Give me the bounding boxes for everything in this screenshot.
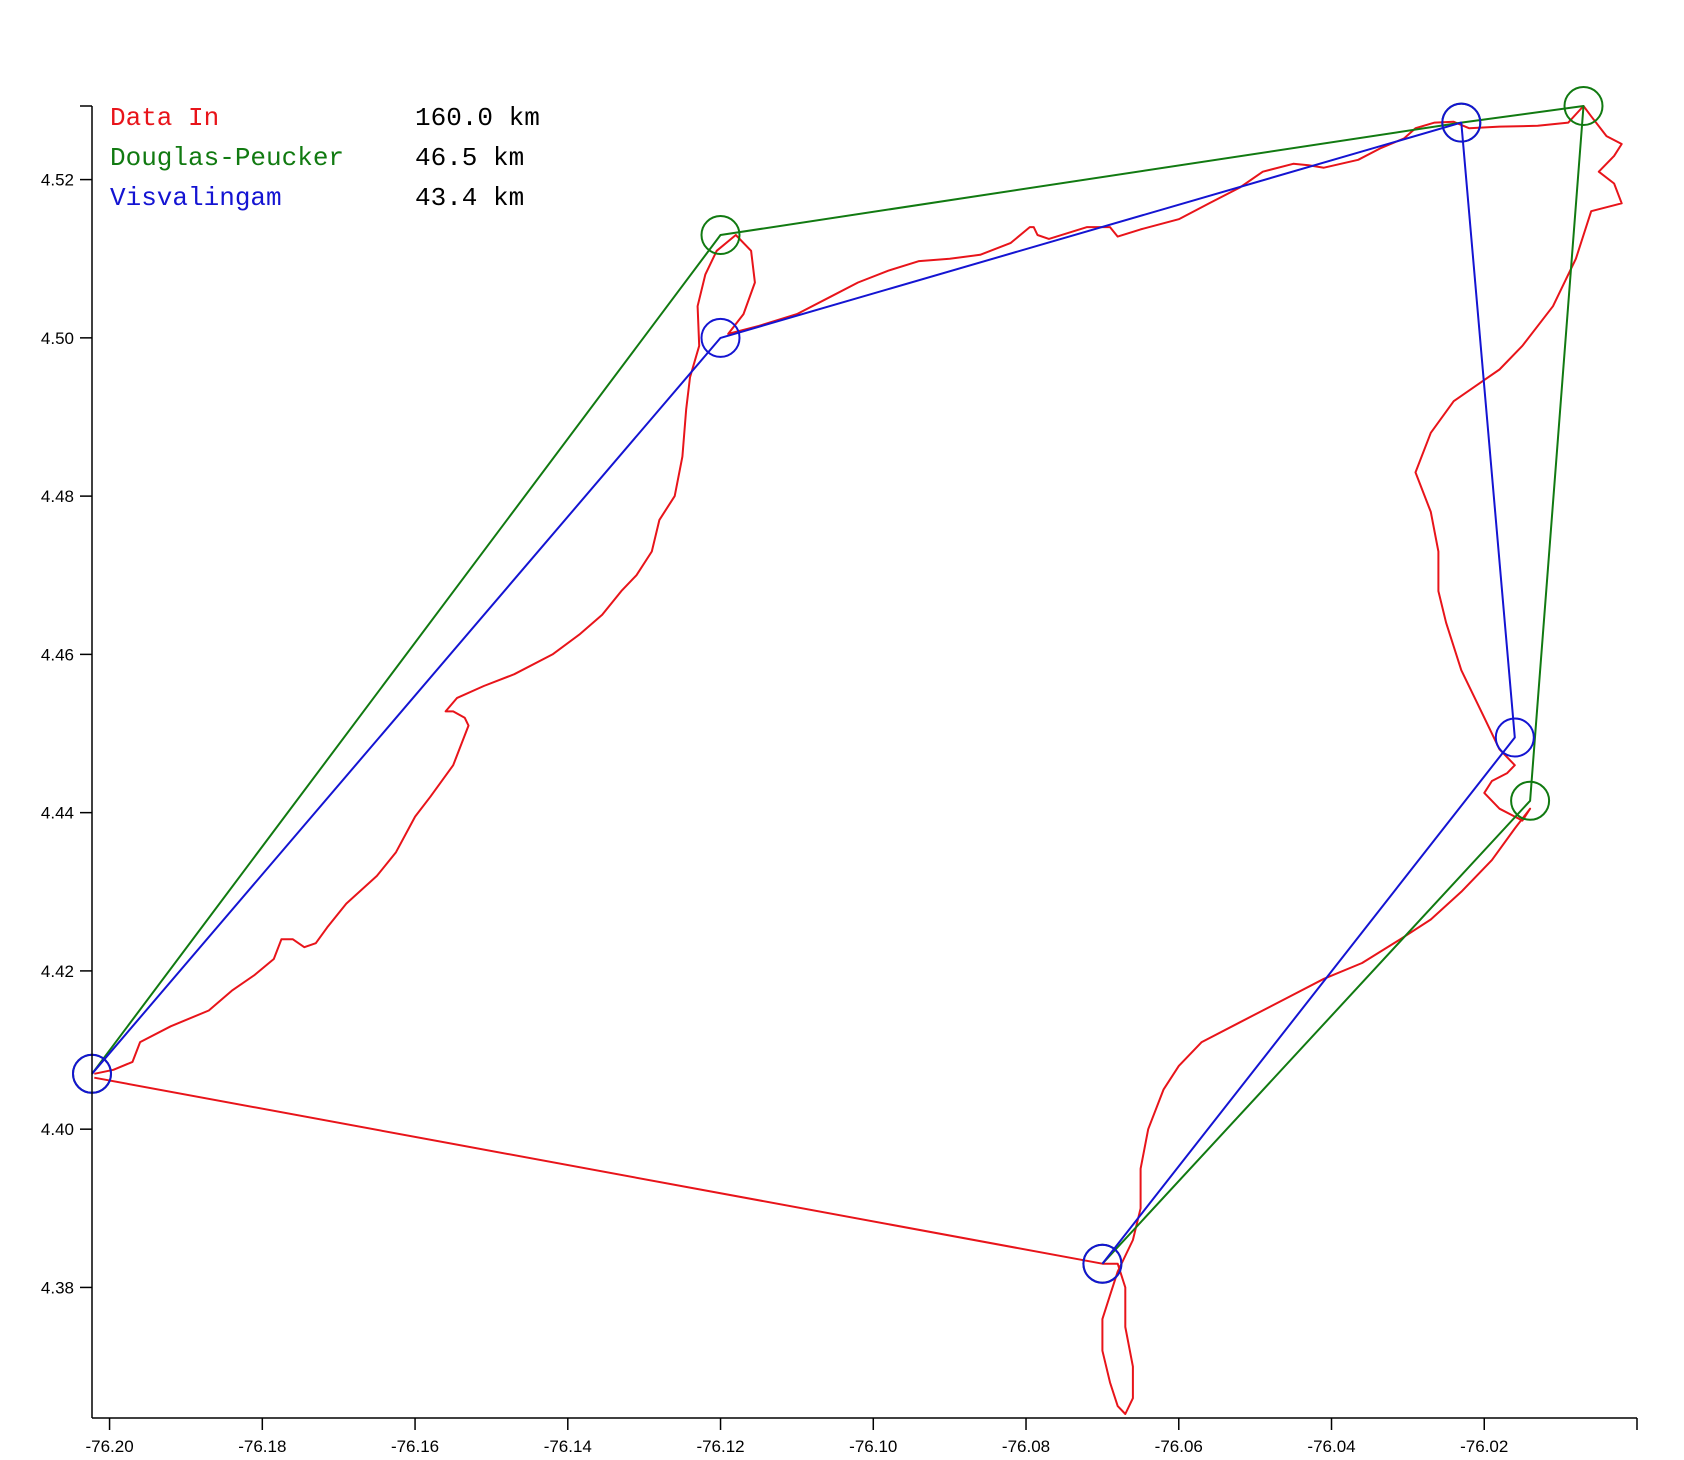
legend-label-data-in: Data In <box>110 103 219 133</box>
marker-visvalingam-2 <box>1441 102 1482 143</box>
series-line-data-in <box>94 105 1623 1415</box>
y-tick-label-0: 4.38 <box>41 1278 74 1297</box>
legend-value-douglas-peucker: 46.5 km <box>415 143 524 173</box>
y-tick-label-2: 4.42 <box>41 962 74 981</box>
series-layer <box>91 105 1623 1415</box>
y-tick-label-7: 4.52 <box>41 171 74 190</box>
marker-visvalingam-4 <box>1082 1243 1123 1284</box>
y-tick-label-3: 4.44 <box>41 804 74 823</box>
x-tick-label-2: -76.16 <box>391 1437 439 1456</box>
legend-label-douglas-peucker: Douglas-Peucker <box>110 143 344 173</box>
x-tick-label-1: -76.18 <box>238 1437 286 1456</box>
x-tick-label-8: -76.04 <box>1307 1437 1355 1456</box>
x-tick-label-4: -76.12 <box>696 1437 744 1456</box>
y-tick-label-5: 4.48 <box>41 487 74 506</box>
marker-layer <box>72 86 1604 1284</box>
y-tick-label-6: 4.50 <box>41 329 74 348</box>
marker-douglas-peucker-3 <box>1563 86 1604 126</box>
axis-layer: 4.38 4.40 4.42 4.44 4.46 4.48 4.50 4.52 -76.20 -7… <box>41 105 1638 1456</box>
marker-visvalingam-1 <box>700 317 741 358</box>
legend-value-visvalingam: 43.4 km <box>415 183 524 213</box>
x-tick-label-7: -76.06 <box>1155 1437 1203 1456</box>
x-tick-label-9: -76.02 <box>1460 1437 1508 1456</box>
marker-douglas-peucker-4 <box>1510 780 1551 821</box>
series-line-douglas-peucker <box>91 105 1585 1265</box>
legend: Data In 160.0 km Douglas-Peucker 46.5 km… <box>110 103 540 213</box>
y-tick-label-4: 4.46 <box>41 645 74 664</box>
marker-visvalingam-3 <box>1494 717 1535 758</box>
x-tick-label-5: -76.10 <box>849 1437 897 1456</box>
series-line-visvalingam <box>91 121 1516 1265</box>
x-tick-label-3: -76.14 <box>544 1437 592 1456</box>
x-tick-label-0: -76.20 <box>85 1437 133 1456</box>
legend-value-data-in: 160.0 km <box>415 103 540 133</box>
legend-label-visvalingam: Visvalingam <box>110 183 282 213</box>
x-tick-label-6: -76.08 <box>1002 1437 1050 1456</box>
marker-douglas-peucker-1 <box>700 215 741 255</box>
y-tick-label-1: 4.40 <box>41 1120 74 1139</box>
